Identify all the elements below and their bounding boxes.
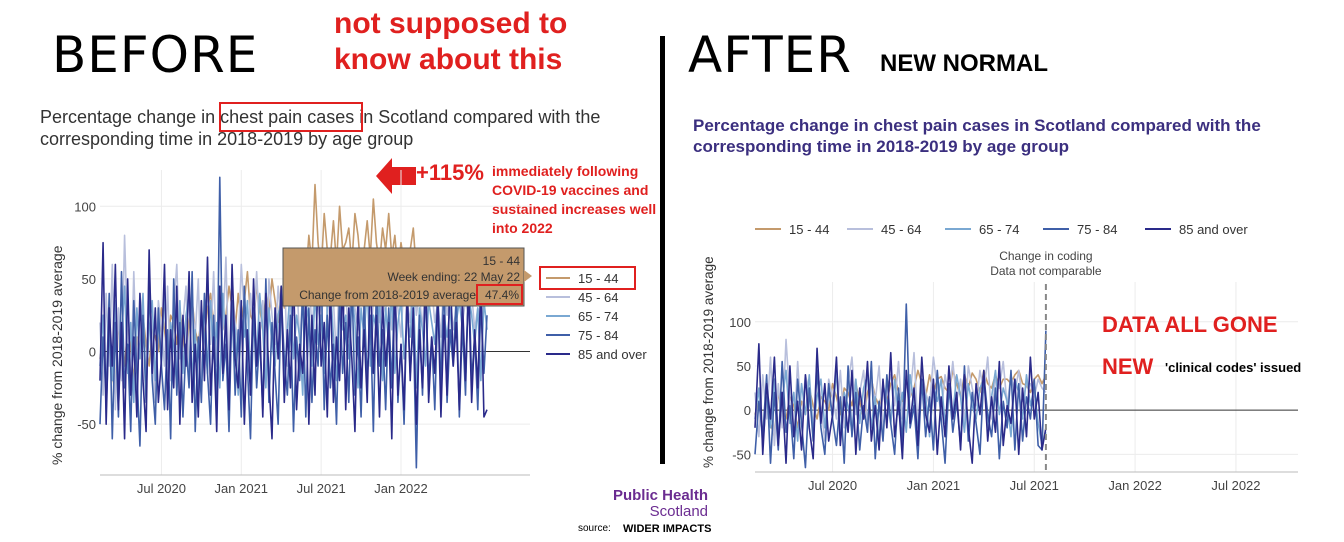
x-tick-label: Jan 2022 [1108, 478, 1162, 493]
clinical-codes-note: 'clinical codes' issued [1165, 360, 1302, 375]
legend-label: 15 - 44 [789, 222, 829, 237]
legend: 15 - 44 45 - 64 65 - 74 75 - 84 85 and over [755, 222, 1248, 237]
legend-label: 65 - 74 [578, 309, 618, 324]
x-tick-label: Jan 2021 [215, 481, 268, 496]
coding-change-line1: Change in coding [999, 249, 1092, 263]
coding-change-line2: Data not comparable [990, 264, 1102, 278]
y-axis-label: % change from 2018-2019 average [701, 256, 716, 468]
source-name: WIDER IMPACTS [623, 523, 712, 535]
brand-logo: Public Health Scotland [590, 488, 708, 520]
legend-label: 75 - 84 [578, 328, 618, 343]
divider [660, 36, 665, 464]
brand-line2: Scotland [649, 503, 708, 520]
chest-pain-highlight-box [219, 102, 363, 132]
series-line-5 [754, 343, 1047, 464]
tooltip-change-label: Change from 2018-2019 average [299, 288, 476, 302]
legend-label: 85 and over [578, 347, 647, 362]
y-tick-label: 0 [744, 403, 751, 418]
after-chart: % change from 2018-2019 average 15 - 44 4… [701, 222, 1298, 493]
y-tick-label: 50 [82, 272, 96, 287]
legend-label: 45 - 64 [578, 290, 618, 305]
after-chart-title: Percentage change in chest pain cases in… [693, 116, 1261, 156]
after-heading: AFTER [688, 26, 852, 84]
series-line-4 [754, 303, 1047, 469]
new-label: NEW [1102, 354, 1154, 379]
legend-label: 15 - 44 [578, 271, 618, 286]
brand-line1: Public Health [612, 487, 708, 504]
before-heading: BEFORE [52, 26, 259, 84]
x-tick-label: Jan 2022 [374, 481, 428, 496]
x-tick-label: Jul 2021 [1010, 478, 1059, 493]
increase-note: immediately following COVID-19 vaccines … [492, 163, 657, 236]
series-line-4 [99, 176, 488, 469]
legend-label: 65 - 74 [979, 222, 1019, 237]
source-label: source: [578, 523, 611, 534]
before-chart-title: Percentage change in chest pain cases in… [40, 107, 601, 149]
x-tick-label: Jan 2021 [907, 478, 961, 493]
red-arrow-icon [376, 156, 416, 201]
tooltip-series: 15 - 44 [483, 254, 521, 268]
tooltip: 15 - 44 Week ending: 22 May 22 Change fr… [282, 247, 532, 307]
new-normal-heading: NEW NORMAL [880, 50, 1048, 77]
tooltip-week: Week ending: 22 May 22 [387, 270, 520, 284]
increase-percent: +115% [416, 160, 484, 185]
x-tick-label: Jul 2022 [1211, 478, 1260, 493]
y-tick-label: -50 [732, 447, 751, 462]
x-tick-label: Jul 2020 [137, 481, 186, 496]
legend: 15 - 44 45 - 64 65 - 74 75 - 84 85 and over [546, 271, 647, 362]
legend-label: 45 - 64 [881, 222, 921, 237]
y-tick-label: 100 [729, 315, 751, 330]
y-tick-label: 100 [74, 199, 96, 214]
legend-label: 75 - 84 [1077, 222, 1117, 237]
y-tick-label: -50 [77, 417, 96, 432]
data-all-gone: DATA ALL GONE [1102, 312, 1278, 337]
legend-highlight-box [539, 266, 636, 290]
not-supposed-annotation: not supposed to know about this [334, 7, 568, 76]
y-tick-label: 0 [89, 345, 96, 360]
before-chart: % change from 2018-2019 average 100 50 0 -5… [49, 170, 647, 496]
tooltip-change-value: 47.4% [485, 288, 519, 302]
x-tick-label: Jul 2021 [297, 481, 346, 496]
legend-label: 85 and over [1179, 222, 1248, 237]
y-axis-label: % change from 2018-2019 average [49, 245, 65, 465]
x-tick-label: Jul 2020 [808, 478, 857, 493]
y-tick-label: 50 [737, 359, 751, 374]
